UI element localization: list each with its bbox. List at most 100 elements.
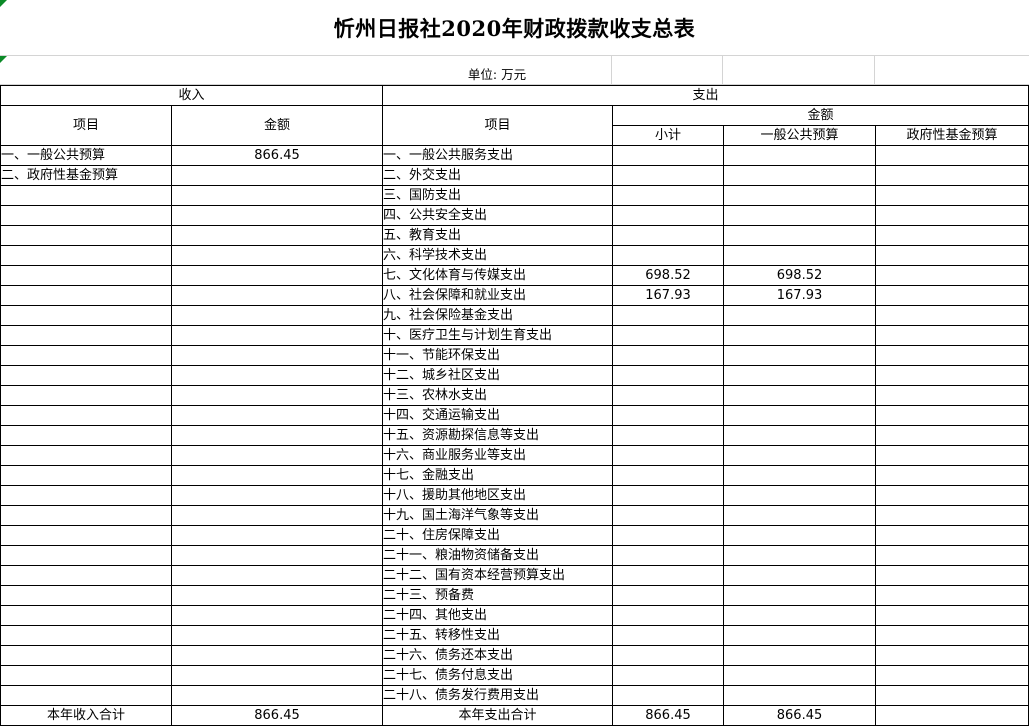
expenditure-general-cell[interactable] bbox=[723, 465, 877, 486]
expenditure-fund-cell[interactable] bbox=[875, 185, 1029, 206]
expenditure-fund-cell[interactable] bbox=[875, 325, 1029, 346]
expenditure-item-cell[interactable]: 十九、国土海洋气象等支出 bbox=[382, 505, 614, 526]
expenditure-subtotal-cell[interactable] bbox=[612, 305, 725, 326]
expenditure-subtotal-cell[interactable] bbox=[612, 665, 725, 686]
income-item-cell[interactable] bbox=[0, 565, 172, 586]
income-item-cell[interactable] bbox=[0, 585, 172, 606]
expenditure-fund-cell[interactable] bbox=[875, 205, 1029, 226]
income-item-cell[interactable] bbox=[0, 645, 172, 666]
income-amount-cell[interactable] bbox=[170, 425, 384, 446]
expenditure-fund-cell[interactable] bbox=[875, 565, 1029, 586]
expenditure-subtotal-cell[interactable] bbox=[612, 485, 725, 506]
expenditure-item-cell[interactable]: 十七、金融支出 bbox=[382, 465, 614, 486]
income-item-cell[interactable] bbox=[0, 185, 172, 206]
expenditure-general-cell[interactable] bbox=[723, 485, 877, 506]
expenditure-general-cell[interactable]: 167.93 bbox=[723, 285, 877, 306]
expenditure-subtotal-cell[interactable]: 167.93 bbox=[612, 285, 725, 306]
expenditure-subtotal-cell[interactable] bbox=[612, 385, 725, 406]
expenditure-item-cell[interactable]: 一、一般公共服务支出 bbox=[382, 145, 614, 166]
income-item-cell[interactable] bbox=[0, 465, 172, 486]
income-amount-cell[interactable] bbox=[170, 365, 384, 386]
expenditure-item-cell[interactable]: 二十二、国有资本经营预算支出 bbox=[382, 565, 614, 586]
expenditure-item-cell[interactable]: 二十四、其他支出 bbox=[382, 605, 614, 626]
expenditure-general-cell[interactable] bbox=[723, 505, 877, 526]
expenditure-fund-cell[interactable] bbox=[875, 165, 1029, 186]
expenditure-subtotal-cell[interactable] bbox=[612, 365, 725, 386]
income-amount-cell[interactable] bbox=[170, 645, 384, 666]
expenditure-subtotal-cell[interactable] bbox=[612, 505, 725, 526]
expenditure-item-cell[interactable]: 二、外交支出 bbox=[382, 165, 614, 186]
expenditure-general-cell[interactable] bbox=[723, 145, 877, 166]
expenditure-fund-cell[interactable] bbox=[875, 585, 1029, 606]
income-item-cell[interactable] bbox=[0, 285, 172, 306]
income-item-cell[interactable] bbox=[0, 485, 172, 506]
expenditure-item-cell[interactable]: 八、社会保障和就业支出 bbox=[382, 285, 614, 306]
expenditure-general-cell[interactable] bbox=[723, 665, 877, 686]
expenditure-item-cell[interactable]: 十一、节能环保支出 bbox=[382, 345, 614, 366]
expenditure-item-cell[interactable]: 二十一、粮油物资储备支出 bbox=[382, 545, 614, 566]
income-item-cell[interactable] bbox=[0, 445, 172, 466]
income-item-cell[interactable] bbox=[0, 325, 172, 346]
income-amount-cell[interactable] bbox=[170, 505, 384, 526]
expenditure-fund-cell[interactable] bbox=[875, 445, 1029, 466]
income-amount-cell[interactable] bbox=[170, 545, 384, 566]
expenditure-item-cell[interactable]: 二十七、债务付息支出 bbox=[382, 665, 614, 686]
income-amount-cell[interactable] bbox=[170, 205, 384, 226]
expenditure-subtotal-cell[interactable] bbox=[612, 585, 725, 606]
expenditure-subtotal-cell[interactable]: 698.52 bbox=[612, 265, 725, 286]
expenditure-subtotal-cell[interactable] bbox=[612, 525, 725, 546]
unit-row-cell-d[interactable] bbox=[875, 56, 1029, 84]
expenditure-general-cell[interactable] bbox=[723, 425, 877, 446]
expenditure-general-cell[interactable]: 698.52 bbox=[723, 265, 877, 286]
income-amount-cell[interactable] bbox=[170, 485, 384, 506]
expenditure-item-cell[interactable]: 二十、住房保障支出 bbox=[382, 525, 614, 546]
income-item-cell[interactable] bbox=[0, 265, 172, 286]
expenditure-fund-cell[interactable] bbox=[875, 345, 1029, 366]
expenditure-general-cell[interactable] bbox=[723, 225, 877, 246]
expenditure-subtotal-cell[interactable] bbox=[612, 645, 725, 666]
expenditure-item-cell[interactable]: 十二、城乡社区支出 bbox=[382, 365, 614, 386]
expenditure-subtotal-cell[interactable] bbox=[612, 565, 725, 586]
income-item-cell[interactable] bbox=[0, 545, 172, 566]
expenditure-item-cell[interactable]: 五、教育支出 bbox=[382, 225, 614, 246]
income-item-cell[interactable] bbox=[0, 205, 172, 226]
expenditure-subtotal-cell[interactable] bbox=[612, 205, 725, 226]
expenditure-item-cell[interactable]: 二十六、债务还本支出 bbox=[382, 645, 614, 666]
expenditure-fund-cell[interactable] bbox=[875, 285, 1029, 306]
expenditure-general-cell[interactable] bbox=[723, 385, 877, 406]
expenditure-item-cell[interactable]: 十三、农林水支出 bbox=[382, 385, 614, 406]
income-amount-cell[interactable] bbox=[170, 445, 384, 466]
expenditure-general-cell[interactable] bbox=[723, 565, 877, 586]
income-item-cell[interactable] bbox=[0, 625, 172, 646]
expenditure-fund-cell[interactable] bbox=[875, 425, 1029, 446]
income-amount-cell[interactable] bbox=[170, 185, 384, 206]
expenditure-fund-cell[interactable] bbox=[875, 645, 1029, 666]
expenditure-subtotal-cell[interactable] bbox=[612, 225, 725, 246]
income-amount-cell[interactable] bbox=[170, 625, 384, 646]
income-item-cell[interactable] bbox=[0, 245, 172, 266]
expenditure-subtotal-cell[interactable] bbox=[612, 685, 725, 706]
expenditure-fund-cell[interactable] bbox=[875, 505, 1029, 526]
expenditure-subtotal-cell[interactable] bbox=[612, 145, 725, 166]
income-amount-cell[interactable] bbox=[170, 685, 384, 706]
expenditure-fund-cell[interactable] bbox=[875, 305, 1029, 326]
expenditure-item-cell[interactable]: 二十八、债务发行费用支出 bbox=[382, 685, 614, 706]
expenditure-general-cell[interactable] bbox=[723, 405, 877, 426]
expenditure-item-cell[interactable]: 九、社会保险基金支出 bbox=[382, 305, 614, 326]
expenditure-general-cell[interactable] bbox=[723, 325, 877, 346]
income-amount-cell[interactable]: 866.45 bbox=[170, 145, 384, 166]
income-amount-cell[interactable] bbox=[170, 605, 384, 626]
income-amount-cell[interactable] bbox=[170, 405, 384, 426]
expenditure-item-cell[interactable]: 三、国防支出 bbox=[382, 185, 614, 206]
expenditure-subtotal-cell[interactable] bbox=[612, 425, 725, 446]
income-item-cell[interactable]: 一、一般公共预算 bbox=[0, 145, 172, 166]
expenditure-subtotal-cell[interactable] bbox=[612, 545, 725, 566]
income-item-cell[interactable] bbox=[0, 665, 172, 686]
expenditure-general-cell[interactable] bbox=[723, 165, 877, 186]
income-amount-cell[interactable] bbox=[170, 665, 384, 686]
expenditure-general-cell[interactable] bbox=[723, 205, 877, 226]
expenditure-fund-cell[interactable] bbox=[875, 405, 1029, 426]
unit-row-cell-a[interactable] bbox=[0, 56, 612, 84]
expenditure-general-cell[interactable] bbox=[723, 585, 877, 606]
income-item-cell[interactable] bbox=[0, 385, 172, 406]
